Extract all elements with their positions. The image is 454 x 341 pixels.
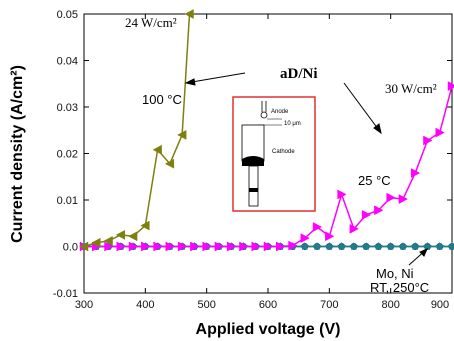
data-point — [103, 236, 113, 246]
arrow-head-30w — [373, 123, 382, 135]
data-point — [386, 192, 396, 203]
inset-schematic: Anode 10 μm Cathode — [232, 96, 316, 212]
data-point — [128, 231, 138, 242]
label-24-w-cm2: 24 W/cm² — [125, 15, 177, 30]
y-tick-label: -0.01 — [53, 288, 78, 300]
label-100-c: 100 °C — [142, 92, 182, 107]
data-point — [349, 242, 359, 251]
data-point — [152, 144, 162, 155]
cathode-band — [249, 188, 258, 192]
data-point — [239, 241, 249, 252]
data-point — [91, 237, 101, 248]
data-point — [300, 242, 310, 251]
x-axis-title: Applied voltage (V) — [196, 321, 341, 338]
arrow-to-30w-series — [343, 82, 382, 134]
data-point — [177, 129, 187, 140]
data-point — [288, 240, 298, 251]
y-tick-label: 0.0 — [63, 242, 78, 254]
anode-tip — [260, 111, 268, 119]
x-tick-label: 800 — [381, 299, 399, 311]
cathode-stem — [248, 165, 259, 207]
data-point — [374, 205, 384, 216]
data-point — [435, 242, 445, 251]
series-layer — [78, 9, 454, 252]
inset-gap-label: 10 μm — [284, 121, 301, 127]
data-point — [263, 241, 274, 252]
data-point — [398, 242, 408, 251]
label-adni: aD/Ni — [280, 66, 318, 82]
x-tick-label: 900 — [431, 299, 449, 311]
data-point — [214, 241, 224, 252]
data-point — [184, 9, 194, 19]
annotation-arrows — [184, 72, 428, 266]
data-point — [349, 223, 359, 234]
y-axis-title: Current density (A/cm²) — [9, 65, 26, 243]
data-point — [386, 242, 395, 251]
x-tick-label: 300 — [75, 299, 93, 311]
data-point — [78, 241, 89, 252]
series-1 — [79, 81, 454, 252]
data-point — [447, 81, 454, 91]
inset-cathode-label: Cathode — [272, 149, 295, 155]
x-tick-label: 400 — [136, 299, 154, 311]
cathode-body — [241, 124, 265, 162]
data-point — [435, 127, 445, 138]
label-rt-250c: RT, 250°C — [370, 280, 429, 295]
data-point — [447, 242, 454, 251]
data-point — [177, 241, 188, 252]
y-tick-label: 0.04 — [57, 56, 78, 68]
data-point — [337, 189, 347, 200]
arrow-to-24w-series — [185, 72, 246, 84]
y-tick-label: 0.03 — [57, 102, 78, 114]
y-axis-ticks: -0.01 0.0 0.01 0.02 0.03 0.04 0.05 — [53, 9, 452, 300]
data-point — [276, 241, 286, 252]
data-point — [251, 241, 261, 252]
data-point — [116, 241, 126, 252]
data-point — [153, 241, 163, 252]
data-point — [115, 229, 126, 240]
data-point — [104, 241, 114, 252]
data-point — [325, 231, 335, 242]
data-point — [312, 222, 323, 232]
series-line — [83, 13, 191, 248]
x-tick-label: 600 — [259, 299, 277, 311]
data-point — [374, 242, 383, 251]
data-point — [141, 241, 151, 252]
data-point — [312, 242, 322, 251]
data-point — [423, 242, 432, 251]
data-point — [410, 242, 420, 251]
data-point — [325, 242, 334, 251]
data-point — [226, 241, 237, 252]
data-point — [202, 241, 212, 252]
cathode-head — [242, 156, 264, 166]
y-tick-label: 0.02 — [57, 149, 78, 161]
data-point — [337, 242, 346, 251]
data-point — [140, 220, 150, 231]
label-25-c: 25 °C — [358, 173, 391, 188]
y-tick-label: 0.01 — [57, 195, 78, 207]
arrow-head-24w — [184, 78, 196, 86]
data-point — [165, 241, 175, 252]
series-0 — [78, 9, 194, 252]
x-tick-label: 700 — [320, 299, 338, 311]
y-tick-label: 0.05 — [57, 9, 78, 21]
x-axis-ticks: 300 400 500 600 700 800 900 — [75, 14, 453, 311]
data-point — [361, 242, 371, 251]
data-point — [423, 135, 433, 146]
data-point — [410, 168, 421, 178]
data-point — [190, 241, 200, 252]
label-mo-ni: Mo, Ni — [376, 266, 414, 281]
data-point — [398, 194, 408, 204]
arrow-head-flat — [419, 248, 428, 257]
data-point — [361, 209, 372, 220]
label-30-w-cm2: 30 W/cm² — [385, 81, 437, 96]
x-tick-label: 500 — [197, 299, 215, 311]
data-point — [300, 233, 310, 244]
data-point — [128, 241, 139, 252]
inset-anode-label: Anode — [271, 109, 289, 115]
data-point — [164, 158, 175, 169]
